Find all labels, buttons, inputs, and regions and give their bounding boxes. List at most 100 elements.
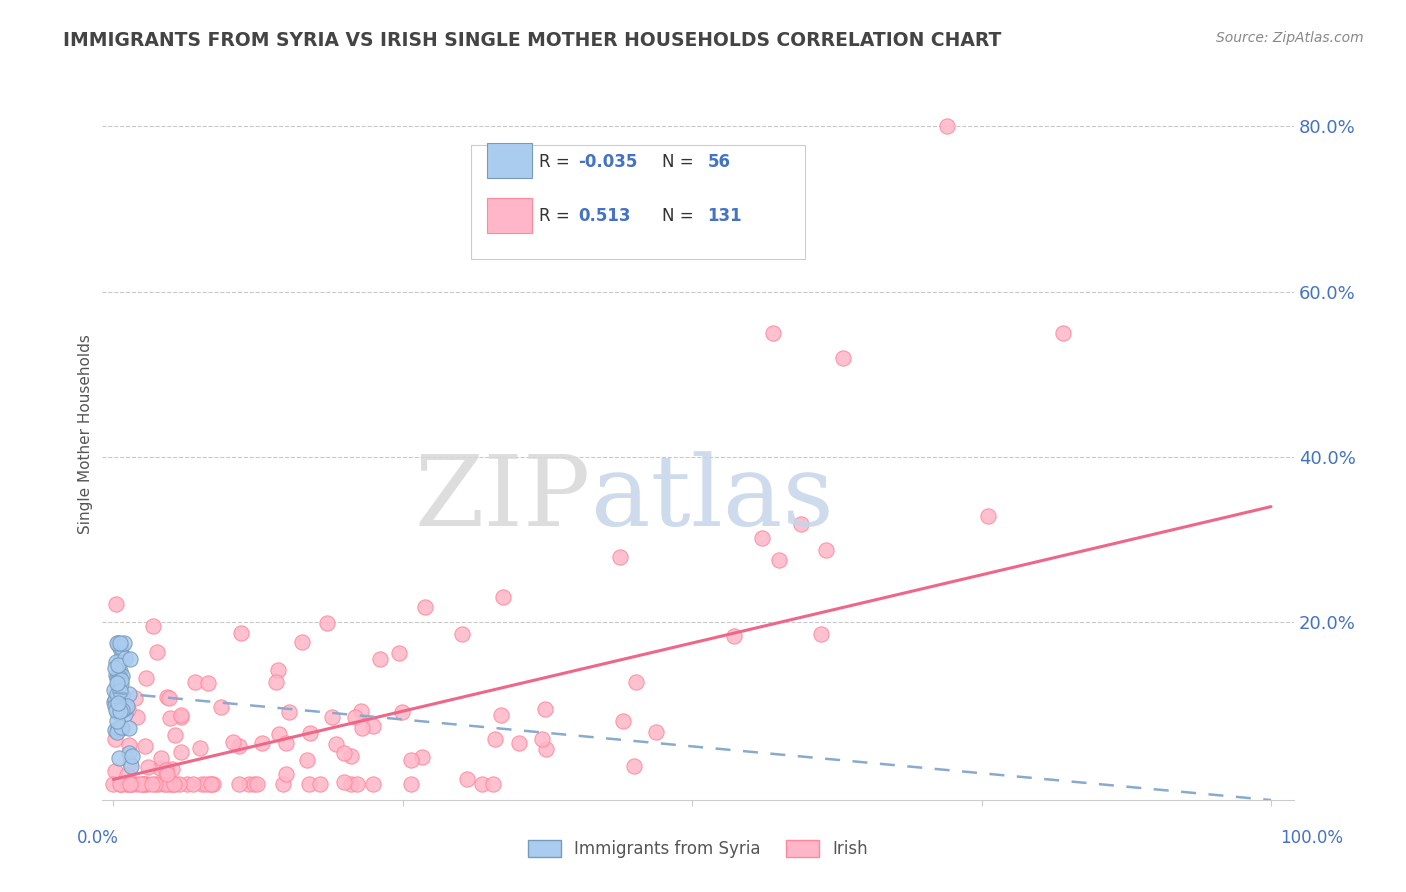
Point xyxy=(197,675,219,690)
Point xyxy=(108,665,131,679)
Point xyxy=(108,670,131,684)
Point xyxy=(104,661,127,675)
Point xyxy=(623,758,645,772)
Point xyxy=(298,776,321,790)
Point xyxy=(107,697,129,711)
Point xyxy=(155,767,177,781)
Point xyxy=(118,721,141,735)
Point xyxy=(388,646,411,660)
Point xyxy=(118,756,141,770)
Point xyxy=(149,750,172,764)
Point xyxy=(299,726,322,740)
Point xyxy=(250,736,273,750)
Point xyxy=(121,749,143,764)
Point xyxy=(111,702,134,716)
Bar xyxy=(486,143,531,178)
Point xyxy=(264,674,287,689)
Point xyxy=(531,731,554,746)
Point xyxy=(163,727,186,741)
Point xyxy=(110,705,132,719)
Point xyxy=(456,772,478,787)
Point xyxy=(105,714,128,729)
Point xyxy=(222,735,245,749)
Point xyxy=(104,732,127,747)
Point xyxy=(291,634,314,648)
Point xyxy=(110,640,132,654)
Point xyxy=(136,776,159,790)
Point xyxy=(451,626,474,640)
Point xyxy=(141,776,163,790)
Point xyxy=(110,776,132,790)
Text: 56: 56 xyxy=(707,153,730,171)
Point xyxy=(484,731,506,746)
Point xyxy=(110,720,132,734)
Point xyxy=(117,776,139,790)
Point xyxy=(644,724,666,739)
Point xyxy=(114,706,136,721)
Point xyxy=(399,776,422,790)
Point xyxy=(350,704,373,718)
Point xyxy=(148,776,170,790)
Point xyxy=(191,776,214,790)
Point xyxy=(238,776,260,790)
Point xyxy=(114,776,136,790)
Point xyxy=(120,759,142,773)
Point xyxy=(105,636,128,650)
Point xyxy=(110,776,132,790)
Point xyxy=(105,676,128,690)
Point xyxy=(157,690,180,705)
Point xyxy=(136,760,159,774)
Point xyxy=(105,672,128,686)
Point xyxy=(107,665,129,680)
Point xyxy=(508,736,530,750)
Point xyxy=(108,750,131,764)
Point xyxy=(184,674,207,689)
Point xyxy=(333,747,356,761)
Point xyxy=(361,719,384,733)
Point xyxy=(277,705,299,719)
Point xyxy=(134,739,156,753)
Bar xyxy=(486,198,531,233)
Point xyxy=(361,776,384,790)
Point xyxy=(228,776,250,790)
Point xyxy=(624,675,647,690)
Point xyxy=(391,706,413,720)
Point xyxy=(134,776,156,790)
Point xyxy=(111,721,134,735)
Point xyxy=(118,652,141,666)
Point xyxy=(751,532,773,546)
Point xyxy=(534,741,557,756)
Text: R =: R = xyxy=(540,207,581,226)
Point xyxy=(104,764,127,778)
Point xyxy=(129,776,152,790)
Point xyxy=(533,701,555,715)
Point xyxy=(124,690,146,705)
Point xyxy=(110,677,132,691)
Text: IMMIGRANTS FROM SYRIA VS IRISH SINGLE MOTHER HOUSEHOLDS CORRELATION CHART: IMMIGRANTS FROM SYRIA VS IRISH SINGLE MO… xyxy=(63,31,1001,50)
Point xyxy=(104,723,127,738)
Point xyxy=(155,776,177,790)
Point xyxy=(413,600,436,615)
Point xyxy=(125,709,148,723)
Point xyxy=(117,699,139,714)
Point xyxy=(104,655,127,669)
Point xyxy=(160,776,183,790)
Point xyxy=(162,776,184,790)
Y-axis label: Single Mother Households: Single Mother Households xyxy=(79,334,93,534)
Text: 131: 131 xyxy=(707,207,742,226)
Text: R =: R = xyxy=(540,153,575,171)
Point xyxy=(167,776,190,790)
Point xyxy=(103,683,125,698)
Point xyxy=(170,708,193,723)
Point xyxy=(271,776,294,790)
Point xyxy=(107,674,129,689)
Point xyxy=(104,698,127,713)
Point xyxy=(183,776,205,790)
Point xyxy=(160,763,183,777)
Point xyxy=(117,702,139,716)
Point xyxy=(200,776,222,790)
Point xyxy=(343,710,366,724)
Point xyxy=(153,776,176,790)
Point xyxy=(103,776,125,790)
Point xyxy=(170,745,193,759)
